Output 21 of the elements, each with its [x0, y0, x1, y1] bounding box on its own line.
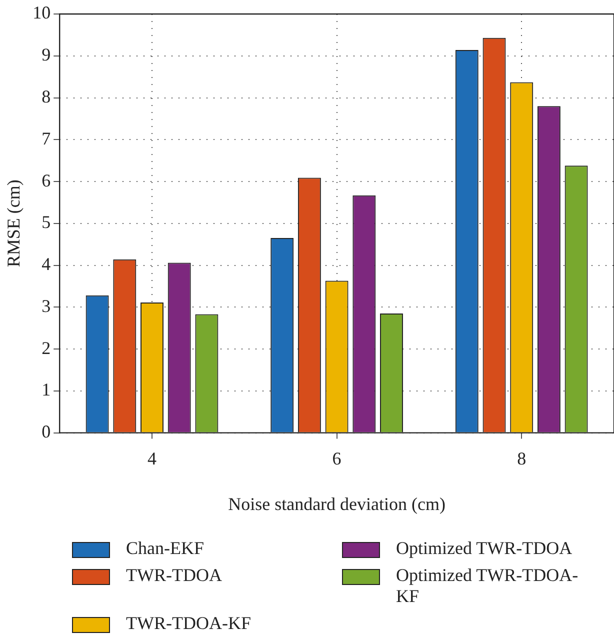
- y-tick-label: 9: [42, 44, 51, 65]
- legend-label: Chan-EKF: [126, 538, 204, 559]
- y-tick-label: 4: [42, 254, 51, 274]
- legend-label: Optimized TWR-TDOA: [396, 538, 572, 559]
- x-tick-label: 8: [517, 448, 526, 468]
- y-tick-label: 8: [42, 86, 51, 106]
- legend-label: Optimized TWR-TDOA-KF: [396, 565, 580, 607]
- y-tick-label: 3: [42, 296, 51, 316]
- y-tick-label: 0: [42, 422, 51, 442]
- x-tick-label: 4: [148, 448, 156, 468]
- y-tick-label: 2: [42, 338, 51, 358]
- x-axis-title: Noise standard deviation (cm): [228, 494, 446, 514]
- y-axis-title: RMSE (cm): [4, 180, 24, 268]
- y-tick-label: 10: [32, 2, 51, 23]
- legend-label: TWR-TDOA-KF: [126, 613, 251, 634]
- legend-label: TWR-TDOA: [126, 565, 222, 586]
- y-tick-label: 1: [42, 380, 51, 400]
- x-tick-label: 6: [332, 448, 342, 468]
- y-tick-label: 6: [42, 170, 51, 190]
- y-tick-label: 7: [42, 128, 51, 148]
- y-tick-label: 5: [42, 212, 51, 232]
